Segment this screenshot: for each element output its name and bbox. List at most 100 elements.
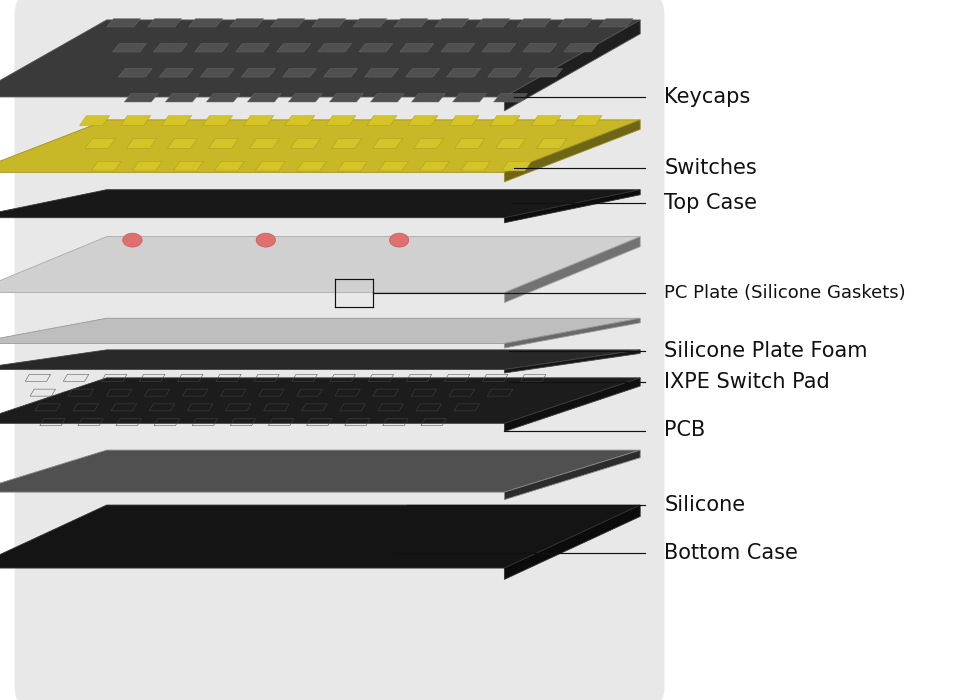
Polygon shape — [504, 378, 640, 431]
Polygon shape — [476, 18, 510, 27]
Polygon shape — [405, 69, 439, 77]
Polygon shape — [364, 69, 398, 77]
Polygon shape — [504, 120, 640, 182]
Polygon shape — [107, 18, 141, 27]
Polygon shape — [0, 350, 640, 370]
Polygon shape — [489, 116, 519, 125]
Text: Switches: Switches — [664, 158, 757, 178]
Polygon shape — [282, 69, 316, 77]
Text: IXPE Switch Pad: IXPE Switch Pad — [664, 372, 829, 392]
Polygon shape — [501, 161, 531, 171]
Polygon shape — [0, 318, 640, 344]
Polygon shape — [572, 116, 602, 125]
Polygon shape — [454, 139, 484, 148]
Circle shape — [256, 233, 275, 247]
Text: Silicone: Silicone — [664, 496, 745, 515]
Polygon shape — [285, 116, 315, 125]
FancyBboxPatch shape — [15, 0, 664, 700]
Text: PC Plate (Silicone Gaskets): PC Plate (Silicone Gaskets) — [664, 284, 905, 302]
Polygon shape — [162, 116, 192, 125]
Polygon shape — [487, 69, 521, 77]
Polygon shape — [276, 43, 310, 52]
Polygon shape — [331, 139, 361, 148]
Polygon shape — [393, 18, 427, 27]
Polygon shape — [124, 94, 158, 102]
Polygon shape — [563, 43, 597, 52]
Polygon shape — [203, 116, 233, 125]
Polygon shape — [249, 139, 279, 148]
Text: Silicone Plate Foam: Silicone Plate Foam — [664, 342, 867, 361]
Text: Bottom Case: Bottom Case — [664, 543, 797, 563]
Polygon shape — [247, 94, 281, 102]
Polygon shape — [440, 43, 474, 52]
Polygon shape — [189, 18, 223, 27]
Polygon shape — [0, 120, 640, 172]
Polygon shape — [359, 43, 392, 52]
Polygon shape — [270, 18, 304, 27]
Polygon shape — [297, 161, 327, 171]
Polygon shape — [495, 139, 525, 148]
Polygon shape — [522, 43, 556, 52]
Polygon shape — [449, 116, 479, 125]
Polygon shape — [434, 18, 468, 27]
Polygon shape — [419, 161, 449, 171]
Polygon shape — [214, 161, 244, 171]
Polygon shape — [206, 94, 240, 102]
Polygon shape — [201, 69, 234, 77]
Polygon shape — [165, 94, 199, 102]
Polygon shape — [91, 161, 121, 171]
Polygon shape — [516, 18, 550, 27]
Polygon shape — [366, 116, 396, 125]
Polygon shape — [255, 161, 285, 171]
Polygon shape — [557, 18, 591, 27]
Text: PCB: PCB — [664, 421, 705, 440]
Polygon shape — [504, 318, 640, 348]
Polygon shape — [0, 378, 640, 423]
Polygon shape — [0, 20, 640, 97]
Polygon shape — [504, 20, 640, 111]
Polygon shape — [411, 94, 445, 102]
Polygon shape — [241, 69, 275, 77]
Circle shape — [389, 233, 409, 247]
Polygon shape — [147, 18, 181, 27]
Polygon shape — [329, 94, 363, 102]
Polygon shape — [413, 139, 443, 148]
Polygon shape — [132, 161, 162, 171]
Polygon shape — [120, 116, 150, 125]
Circle shape — [122, 233, 141, 247]
Polygon shape — [324, 69, 358, 77]
Polygon shape — [318, 43, 352, 52]
Polygon shape — [370, 94, 404, 102]
Polygon shape — [0, 450, 640, 492]
Polygon shape — [378, 161, 408, 171]
Polygon shape — [173, 161, 203, 171]
Polygon shape — [536, 139, 566, 148]
Polygon shape — [208, 139, 238, 148]
Polygon shape — [79, 116, 109, 125]
Polygon shape — [504, 450, 640, 500]
Polygon shape — [452, 94, 485, 102]
Polygon shape — [288, 94, 322, 102]
Polygon shape — [118, 69, 152, 77]
Polygon shape — [243, 116, 273, 125]
Polygon shape — [195, 43, 229, 52]
Polygon shape — [159, 69, 193, 77]
Text: Top Case: Top Case — [664, 193, 757, 213]
Polygon shape — [530, 116, 560, 125]
Polygon shape — [126, 139, 156, 148]
Polygon shape — [230, 18, 264, 27]
Polygon shape — [326, 116, 356, 125]
Polygon shape — [528, 69, 562, 77]
Polygon shape — [493, 94, 527, 102]
Polygon shape — [460, 161, 490, 171]
Polygon shape — [235, 43, 269, 52]
Polygon shape — [291, 139, 321, 148]
Polygon shape — [599, 18, 633, 27]
Polygon shape — [372, 139, 402, 148]
Polygon shape — [0, 190, 640, 218]
Polygon shape — [353, 18, 387, 27]
Polygon shape — [504, 190, 640, 223]
Polygon shape — [312, 18, 346, 27]
Polygon shape — [85, 139, 115, 148]
Polygon shape — [153, 43, 187, 52]
